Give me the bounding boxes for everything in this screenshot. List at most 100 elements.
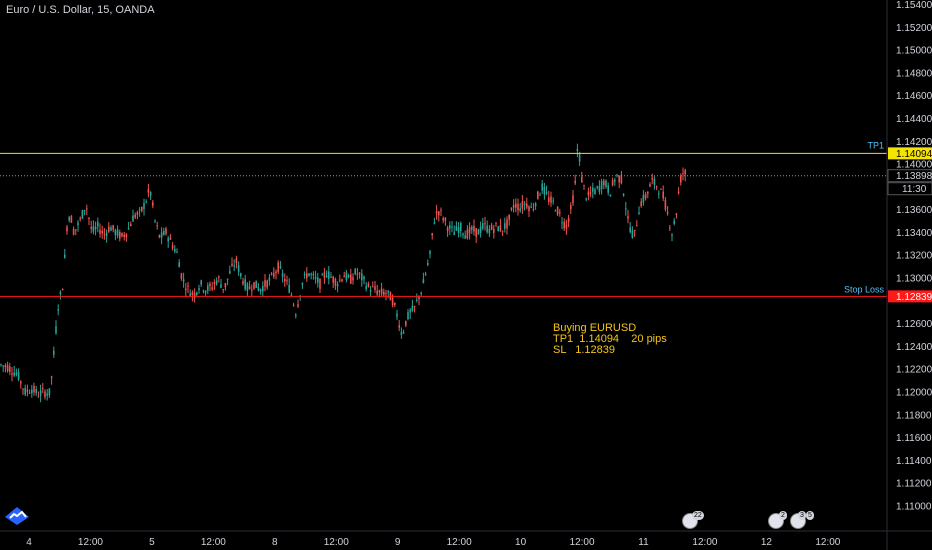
candle-body — [42, 388, 44, 390]
candle-body — [44, 391, 46, 398]
candle-body — [330, 276, 332, 278]
candle-body — [86, 208, 88, 210]
candle-body — [20, 381, 22, 384]
candle-body — [79, 218, 81, 220]
candle-body — [680, 175, 682, 183]
candle-body — [576, 148, 579, 151]
candle-body — [653, 178, 656, 185]
candle-body — [163, 230, 165, 236]
candle-body — [530, 206, 532, 208]
price-tick-label: 1.13600 — [896, 205, 932, 216]
candle-body — [638, 212, 640, 215]
candle-body — [482, 223, 484, 229]
candle-body — [497, 226, 499, 232]
candle-body — [200, 280, 202, 285]
candle-body — [218, 276, 220, 278]
time-tick-label: 4 — [26, 537, 32, 548]
candle-body — [332, 276, 334, 283]
candle-body — [539, 194, 541, 196]
candle-body — [13, 372, 15, 376]
candle-body — [145, 201, 147, 203]
candle-body — [451, 226, 453, 228]
candle-body — [589, 192, 592, 194]
candle-body — [574, 180, 576, 184]
candle-body — [477, 229, 480, 235]
candle-body — [138, 209, 141, 211]
time-tick-label: 12 — [761, 537, 773, 548]
candle-body — [453, 232, 455, 236]
candle-body — [39, 390, 42, 396]
candle-body — [279, 266, 282, 268]
candle-body — [46, 393, 48, 396]
candle-body — [132, 215, 134, 222]
candle-body — [548, 197, 550, 202]
time-tick-label: 8 — [272, 537, 278, 548]
level-tag — [888, 290, 932, 303]
candle-body — [165, 228, 167, 235]
candle-body — [259, 289, 262, 292]
candle-body — [457, 227, 460, 234]
candle-body — [556, 206, 559, 215]
candle-body — [17, 371, 20, 380]
candle-body — [211, 287, 213, 290]
price-tick-label: 1.15400 — [896, 0, 932, 11]
candle-body — [363, 276, 365, 280]
candle-body — [506, 219, 508, 229]
candle-body — [374, 286, 376, 290]
level-line-label: Stop Loss — [844, 284, 885, 294]
candle-body — [37, 396, 40, 398]
candle-body — [141, 207, 143, 212]
candle-body — [26, 389, 29, 392]
candle-body — [167, 238, 169, 242]
candle-body — [204, 290, 207, 294]
candle-body — [180, 273, 183, 279]
candle-body — [97, 221, 99, 227]
candle-body — [413, 306, 416, 308]
candle-body — [237, 265, 240, 272]
candle-body — [343, 275, 345, 278]
candle-body — [649, 183, 651, 187]
candle-body — [160, 232, 163, 238]
candle-body — [534, 203, 537, 207]
candle-body — [339, 279, 341, 281]
level-tag — [888, 147, 932, 160]
time-tick-label: 12:00 — [201, 537, 226, 548]
horizontal-lines: TP1 Stop Loss — [0, 140, 887, 297]
candle-body — [55, 326, 57, 334]
candle-body — [462, 233, 464, 236]
candle-body — [402, 332, 405, 334]
candle-body — [554, 210, 557, 212]
candle-body — [471, 226, 473, 230]
candle-body — [418, 296, 420, 300]
candle-body — [143, 202, 145, 209]
candle-body — [411, 305, 414, 312]
price-tick-label: 1.11400 — [896, 456, 932, 467]
candle-body — [328, 271, 330, 279]
candle-body — [424, 273, 427, 275]
candle-body — [61, 288, 64, 291]
candle-body — [464, 235, 466, 239]
candle-body — [484, 223, 486, 225]
candle-body — [88, 217, 90, 220]
candle-body — [391, 297, 394, 306]
candle-body — [123, 234, 125, 238]
candle-body — [284, 278, 286, 282]
candle-body — [385, 292, 387, 294]
candle-body — [581, 176, 583, 183]
candle-body — [677, 191, 680, 194]
candle-body — [28, 392, 31, 394]
candle-body — [273, 272, 275, 277]
candle-body — [611, 180, 614, 185]
candle-body — [561, 222, 563, 224]
candle-body — [286, 280, 288, 282]
chart-title: Euro / U.S. Dollar, 15, OANDA — [6, 4, 155, 16]
candles-layer — [0, 143, 686, 403]
level-tag-label: 1.14094 — [896, 149, 932, 160]
candle-body — [398, 325, 400, 328]
candle-body — [198, 288, 200, 291]
current-price-tag — [887, 169, 932, 183]
candle-body — [341, 279, 343, 282]
candle-body — [358, 272, 361, 274]
candle-body — [636, 225, 638, 227]
